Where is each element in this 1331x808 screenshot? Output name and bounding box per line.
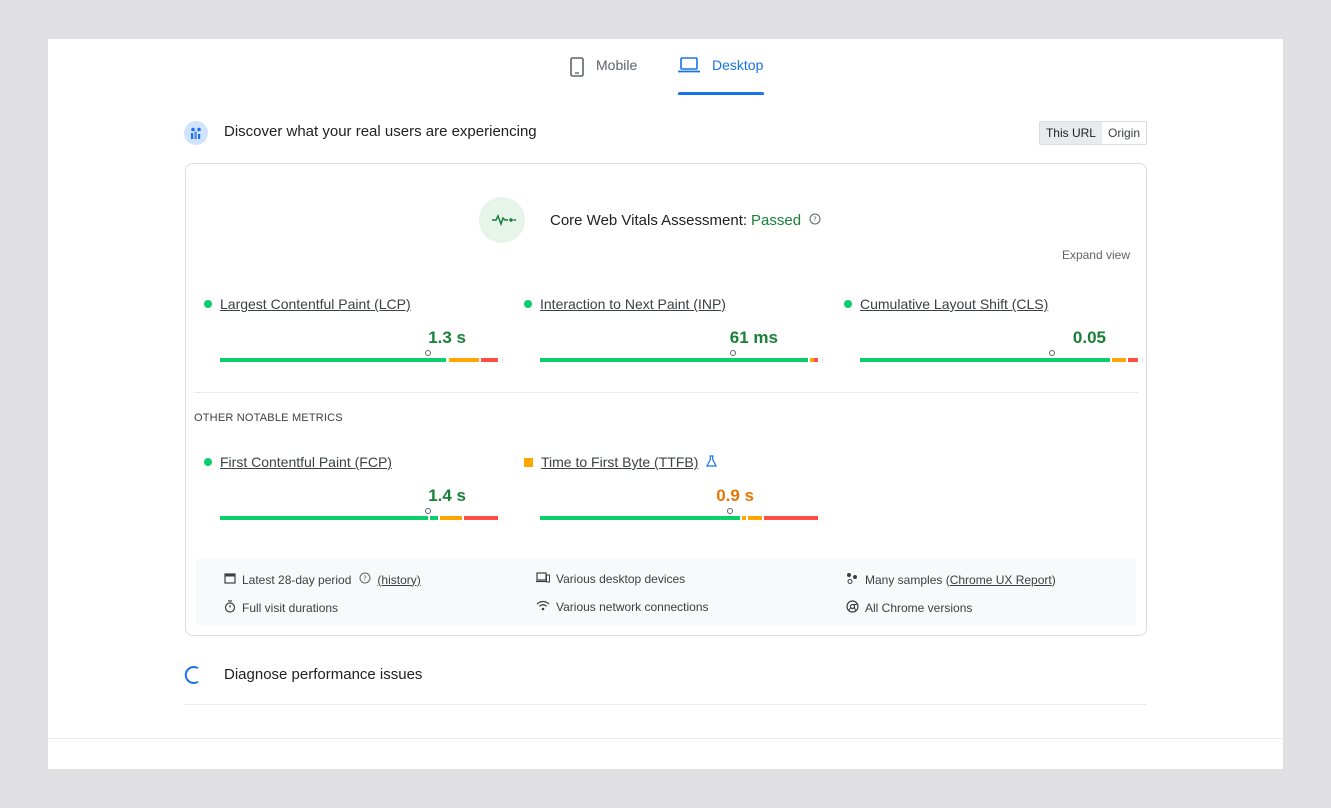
svg-text:?: ? bbox=[364, 575, 368, 583]
section-divider bbox=[194, 392, 1138, 393]
good-dot-icon bbox=[204, 458, 212, 466]
other-metrics-label: OTHER NOTABLE METRICS bbox=[194, 412, 343, 424]
svg-text:?: ? bbox=[813, 216, 817, 224]
distribution-bar bbox=[540, 358, 818, 362]
chrome-versions: All Chrome versions bbox=[846, 600, 972, 616]
p75-marker bbox=[1049, 350, 1055, 356]
device-type: Various desktop devices bbox=[536, 572, 685, 586]
network-type: Various network connections bbox=[536, 600, 709, 614]
distribution-bar bbox=[220, 516, 498, 520]
p75-marker bbox=[425, 508, 431, 514]
url-origin-toggle: This URL Origin bbox=[1038, 121, 1147, 145]
metric-fcp: First Contentful Paint (FCP) 1.4 s bbox=[204, 454, 498, 520]
durations-text: Full visit durations bbox=[242, 601, 339, 615]
good-dot-icon bbox=[524, 300, 532, 308]
metric-value: 0.05 bbox=[1072, 328, 1106, 347]
devices-text: Various desktop devices bbox=[556, 572, 686, 586]
flask-icon[interactable] bbox=[706, 454, 718, 470]
p75-marker bbox=[425, 350, 431, 356]
this-url-button[interactable]: This URL bbox=[1039, 122, 1102, 144]
help-icon[interactable]: ? bbox=[809, 212, 821, 229]
loading-spinner-icon bbox=[184, 665, 204, 690]
device-tabs: Mobile Desktop bbox=[48, 39, 1283, 95]
good-dot-icon bbox=[204, 300, 212, 308]
cwv-status: Passed bbox=[751, 212, 802, 229]
stopwatch-icon bbox=[224, 600, 236, 616]
footer-divider bbox=[48, 738, 1283, 739]
users-chart-icon bbox=[184, 121, 208, 145]
metric-ttfb: Time to First Byte (TTFB) 0.9 s bbox=[524, 454, 818, 520]
data-info-box: Latest 28-day period ? (history) Full vi… bbox=[196, 558, 1136, 626]
diagnose-divider bbox=[184, 704, 1146, 705]
phone-icon bbox=[570, 57, 584, 80]
metric-value: 1.4 s bbox=[428, 486, 466, 505]
origin-button[interactable]: Origin bbox=[1101, 122, 1146, 144]
metric-value: 61 ms bbox=[729, 328, 778, 347]
needs-improvement-icon bbox=[524, 457, 533, 467]
tab-desktop-label: Desktop bbox=[712, 57, 764, 73]
distribution-bar bbox=[860, 358, 1138, 362]
field-data-panel: Core Web Vitals Assessment: Passed ? Exp… bbox=[185, 163, 1147, 636]
cwv-label: Core Web Vitals Assessment: bbox=[550, 212, 748, 229]
diagnose-title: Diagnose performance issues bbox=[224, 666, 423, 683]
laptop-icon bbox=[678, 57, 700, 76]
samples-prefix: Many samples ( bbox=[865, 572, 950, 587]
metric-lcp: Largest Contentful Paint (LCP) 1.3 s bbox=[204, 296, 498, 362]
diagnose-section: Diagnose performance issues bbox=[184, 661, 1146, 705]
expand-view-link[interactable]: Expand view bbox=[1061, 248, 1130, 262]
tab-mobile[interactable]: Mobile bbox=[570, 57, 650, 95]
help-icon[interactable]: ? bbox=[359, 572, 371, 587]
sample-size: Many samples ( Chrome UX Report ) bbox=[846, 572, 1056, 587]
field-data-title: Discover what your real users are experi… bbox=[224, 123, 537, 140]
chrome-ux-report-link[interactable]: Chrome UX Report bbox=[949, 572, 1052, 587]
p75-marker bbox=[730, 350, 736, 356]
metric-name[interactable]: First Contentful Paint (FCP) bbox=[220, 454, 392, 470]
tab-desktop[interactable]: Desktop bbox=[678, 57, 764, 95]
versions-text: All Chrome versions bbox=[865, 601, 973, 615]
pulse-icon bbox=[479, 197, 525, 243]
metric-name[interactable]: Interaction to Next Paint (INP) bbox=[540, 296, 726, 312]
network-text: Various network connections bbox=[556, 600, 709, 614]
calendar-icon bbox=[224, 572, 236, 587]
p75-marker bbox=[727, 508, 733, 514]
period-text: Latest 28-day period bbox=[242, 572, 352, 587]
tab-mobile-label: Mobile bbox=[596, 57, 638, 73]
cwv-assessment: Core Web Vitals Assessment: Passed ? bbox=[550, 212, 821, 229]
history-link[interactable]: (history) bbox=[377, 572, 421, 587]
metric-value: 0.9 s bbox=[716, 486, 754, 505]
devices-icon bbox=[536, 572, 550, 586]
samples-icon bbox=[846, 572, 859, 587]
visit-durations: Full visit durations bbox=[224, 600, 338, 616]
good-dot-icon bbox=[844, 300, 852, 308]
metric-name[interactable]: Largest Contentful Paint (LCP) bbox=[220, 296, 411, 312]
wifi-icon bbox=[536, 600, 550, 614]
collection-period: Latest 28-day period ? (history) bbox=[224, 572, 421, 587]
distribution-bar bbox=[220, 358, 498, 362]
chrome-icon bbox=[846, 600, 859, 616]
metric-name[interactable]: Cumulative Layout Shift (CLS) bbox=[860, 296, 1049, 312]
metric-name[interactable]: Time to First Byte (TTFB) bbox=[541, 454, 699, 470]
metric-cls: Cumulative Layout Shift (CLS) 0.05 bbox=[844, 296, 1138, 362]
samples-suffix: ) bbox=[1051, 572, 1056, 587]
metric-inp: Interaction to Next Paint (INP) 61 ms bbox=[524, 296, 818, 362]
distribution-bar bbox=[540, 516, 818, 520]
report-card: Mobile Desktop Discover what your real u… bbox=[48, 39, 1283, 769]
field-data-header: Discover what your real users are experi… bbox=[184, 119, 1147, 147]
metric-value: 1.3 s bbox=[428, 328, 466, 347]
